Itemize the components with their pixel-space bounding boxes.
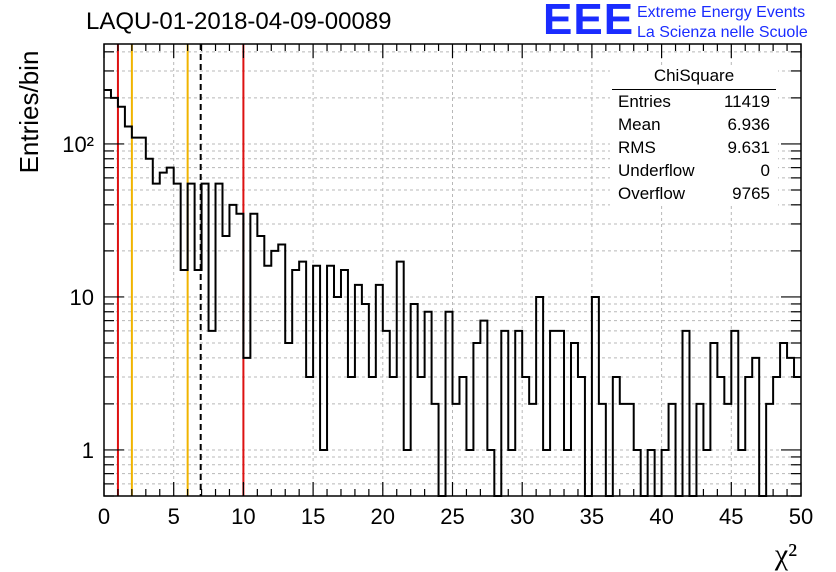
logo-subtitle-2: La Scienza nelle Scuole [637,24,808,41]
stats-key: Overflow [618,184,686,203]
logo-subtitle-1: Extreme Energy Events [637,4,806,21]
x-tick-labels: 0 5 10 15 20 25 30 35 40 45 50 [98,504,813,529]
stats-row-mean: Mean 6.936 [618,115,770,137]
x-tick-label: 30 [510,504,534,529]
eee-logo: EEE Extreme Energy Events La Scienza nel… [543,0,835,46]
axis-ticks [103,44,802,497]
x-tick-label: 10 [231,504,255,529]
stats-value: 9.631 [727,138,770,157]
x-tick-label: 25 [440,504,464,529]
x-tick-label: 20 [371,504,395,529]
y-tick-label: 1 [82,438,94,463]
eee-logo-mark: EEE [543,0,635,44]
stats-key: Underflow [618,161,695,180]
y-tick-label: 10 [70,285,94,310]
y-tick-label: 10² [62,132,94,157]
x-tick-label: 45 [719,504,743,529]
x-tick-label: 40 [649,504,673,529]
y-tick-labels: 1 10 10² [62,132,94,463]
x-tick-label: 5 [168,504,180,529]
y-axis-label: Entries/bin [14,51,44,174]
stats-key: Entries [618,92,671,111]
x-axis-label: χ² [774,538,797,571]
stats-box: ChiSquare Entries 11419 Mean 6.936 RMS 9… [610,66,778,206]
x-tick-label: 0 [98,504,110,529]
x-tick-label: 15 [301,504,325,529]
stats-value: 9765 [732,184,770,203]
stats-divider [612,89,776,90]
stats-row-overflow: Overflow 9765 [618,184,770,206]
stats-row-entries: Entries 11419 [618,92,770,114]
stats-key: RMS [618,138,656,157]
stats-key: Mean [618,115,661,134]
histogram-series [104,89,801,497]
stats-value: 11419 [723,92,770,111]
stats-row-underflow: Underflow 0 [618,161,770,183]
stats-value: 0 [760,161,770,180]
stats-row-rms: RMS 9.631 [618,138,770,160]
stats-title: ChiSquare [653,66,735,85]
x-tick-label: 35 [580,504,604,529]
histogram-title: LAQU-01-2018-04-09-00089 [86,8,392,35]
x-tick-label: 50 [789,504,813,529]
stats-value: 6.936 [727,115,770,134]
